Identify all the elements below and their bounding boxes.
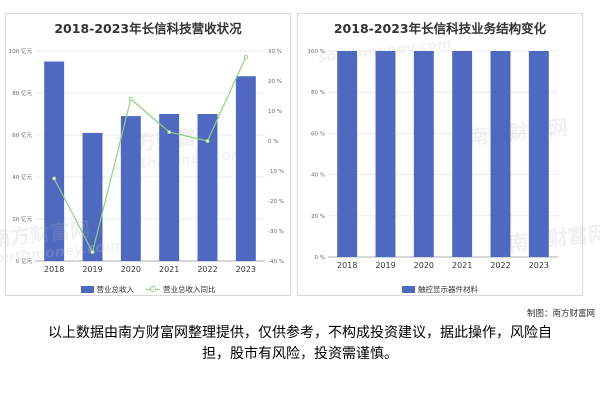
structure-chart-plot: 100 % 80 % 60 % 40 % 20 % 0 % 2018 2019 2020 2021…	[308, 49, 558, 270]
x-tick-label: 2021	[452, 261, 472, 270]
line-point	[243, 54, 248, 60]
disclaimer-text: 以上数据由南方财富网整理提供，仅供参考，不构成投资建议，据此操作，风险自担，股市…	[48, 325, 552, 362]
x-tick-label: 2020	[121, 265, 141, 274]
structure-chart-legend: 触控显示器件材料	[298, 283, 582, 295]
line-point	[90, 249, 95, 255]
y-tick-label: 20 %	[311, 214, 325, 220]
y-tick-label: 80 亿元	[12, 89, 32, 97]
y-tick-label: 20 亿元	[12, 215, 32, 223]
x-tick-label: 2023	[529, 261, 549, 270]
legend-swatch-revenue	[80, 285, 94, 293]
structure-chart-panel: 2018-2023年长信科技业务结构变化 南方财富网 southmoney.co…	[297, 13, 600, 296]
bar	[375, 51, 396, 257]
legend-swatch-touch-display	[402, 285, 415, 293]
line-point	[205, 138, 210, 144]
bar	[413, 51, 434, 257]
bar	[490, 51, 511, 257]
legend-label-touch-display: 触控显示器件材料	[418, 284, 478, 294]
y2-tick-label: 20 %	[268, 79, 282, 85]
revenue-chart-panel: 2018-2023年长信科技营收状况 南方财富网 southmoney.com …	[5, 13, 291, 296]
x-tick-label: 2021	[159, 265, 179, 274]
bar	[120, 116, 141, 261]
y2-tick-label: 30 %	[268, 49, 282, 55]
y2-tick-label: 0 %	[268, 139, 278, 145]
line-point	[52, 176, 57, 181]
bar	[44, 61, 65, 261]
bar	[235, 76, 256, 261]
y-tick-label: 0 %	[315, 255, 325, 261]
y-tick-label: 0 亿元	[16, 257, 33, 265]
x-tick-label: 2018	[44, 265, 64, 274]
revenue-chart-plot: 100 亿元 80 亿元 60 亿元 40 亿元 20 亿元 0 亿元 30 % 20 % 10…	[9, 47, 284, 274]
x-tick-label: 2020	[414, 261, 434, 270]
y2-tick-label: -20 %	[268, 199, 284, 205]
x-tick-label: 2019	[375, 261, 395, 270]
bar	[452, 51, 473, 257]
y-tick-label: 60 亿元	[12, 131, 32, 139]
y-tick-label: 60 %	[311, 131, 325, 137]
structure-chart-title: 2018-2023年长信科技业务结构变化	[333, 21, 547, 36]
y2-tick-label: -30 %	[268, 229, 284, 235]
y2-tick-label: -40 %	[268, 259, 284, 265]
y-tick-label: 40 亿元	[12, 173, 32, 181]
x-tick-label: 2022	[490, 261, 510, 270]
bar	[197, 114, 218, 261]
chart-credit: 制图：南方财富网	[526, 309, 595, 319]
bar	[337, 51, 358, 257]
line-point	[128, 96, 133, 102]
y-tick-label: 80 %	[311, 90, 325, 96]
legend-swatch-revenue-yoy	[146, 286, 160, 293]
line-point	[167, 129, 172, 135]
legend-item-touch-display[interactable]: 触控显示器件材料	[402, 284, 478, 295]
bar	[82, 132, 103, 261]
series-line	[53, 56, 247, 254]
y2-tick-label: 10 %	[268, 109, 282, 115]
legend-label-revenue: 营业总收入	[96, 284, 135, 294]
y-tick-label: 40 %	[311, 173, 325, 179]
legend-item-revenue[interactable]: 营业总收入	[80, 284, 135, 295]
x-tick-label: 2018	[337, 261, 357, 270]
y-tick-label: 100 %	[308, 49, 325, 55]
legend-label-revenue-yoy: 营业总收入同比	[163, 284, 216, 294]
y2-tick-label: -10 %	[268, 169, 284, 175]
x-tick-label: 2023	[236, 265, 256, 274]
x-tick-label: 2019	[82, 265, 102, 274]
revenue-chart-title: 2018-2023年长信科技营收状况	[54, 21, 242, 36]
bar	[159, 114, 180, 261]
x-tick-label: 2022	[197, 265, 217, 274]
revenue-chart-legend: 营业总收入 营业总收入同比	[6, 283, 290, 295]
y-tick-label: 100 亿元	[9, 47, 33, 55]
bar	[528, 51, 549, 257]
legend-item-revenue-yoy[interactable]: 营业总收入同比	[146, 284, 216, 295]
